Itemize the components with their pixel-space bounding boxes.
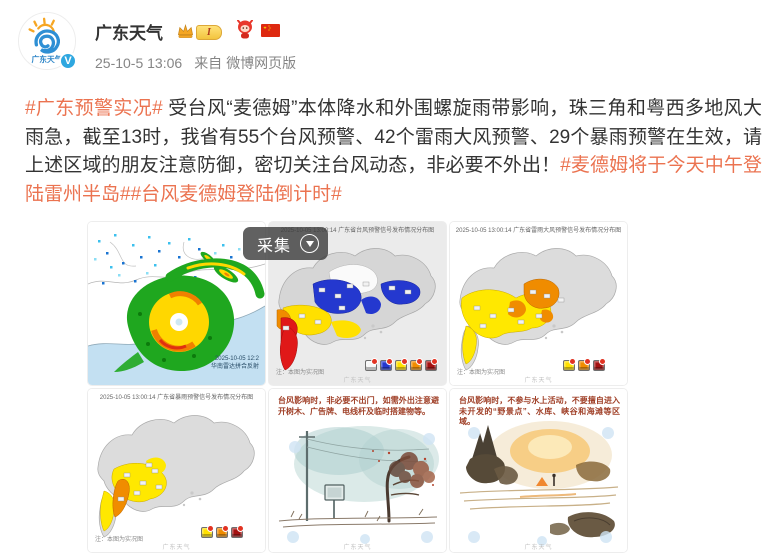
member-level-badge: I <box>196 25 222 40</box>
watermark: 广东天气 <box>524 378 553 384</box>
post-image-typhoon-warning-map[interactable]: 2025-10-05 13:00:14 广东省台风预警信号发布情况分布图 注：本… <box>268 221 447 386</box>
map-title: 2025-10-05 13:00:14 广东省暴雨预警信号发布情况分布图 <box>99 395 254 401</box>
water-tip-illustration <box>450 389 627 552</box>
post-image-rainstorm-warning-map[interactable]: 2025-10-05 13:00:14 广东省暴雨预警信号发布情况分布图 注：本… <box>87 388 266 553</box>
tip-text: 台风影响时，不参与水上活动，不要擅自进入未开发的“野景点”、水库、峡谷和海滩等区… <box>459 396 620 426</box>
wind-tip-illustration <box>269 389 446 552</box>
warning-signal-icon <box>578 358 591 371</box>
source-link[interactable]: 微博网页版 <box>226 55 297 71</box>
svg-text:广东天气: 广东天气 <box>32 54 63 64</box>
mascot-icon <box>237 20 253 39</box>
gale-warning-map-graphic <box>450 222 627 385</box>
watermark: 广东天气 <box>524 545 553 551</box>
post-meta: 25-10-5 13:06 来自 微博网页版 <box>95 53 296 73</box>
vip-crown-icon <box>177 24 194 38</box>
post-image-wind-safety-tip[interactable]: 台风影响时，非必要不出门，如需外出注意避开树木、广告牌、电线杆及临时搭建物等。 … <box>268 388 447 553</box>
typhoon-signal-legend <box>362 358 438 371</box>
warning-signal-icon <box>231 525 244 538</box>
post-image-water-safety-tip[interactable]: 台风影响时，不参与水上活动，不要擅自进入未开发的“野景点”、水库、峡谷和海滩等区… <box>449 388 628 553</box>
radar-graphic <box>88 222 265 385</box>
map-title: 2025-10-05 13:00:14 广东省台风预警信号发布情况分布图 <box>280 228 435 234</box>
hashtag-link[interactable]: #广东预警实况# <box>25 98 163 119</box>
collect-button-label: 采集 <box>257 237 292 255</box>
post-text: #广东预警实况# 受台风“麦德姆”本体降水和外围螺旋雨带影响，珠三角和粤西多地风… <box>25 95 762 209</box>
post-text-segment: 受台风“麦德姆”本体降水和外围螺旋雨带影响，珠三角和粤西多地风大雨急，截至13时… <box>25 98 762 176</box>
warning-signal-icon <box>365 358 378 371</box>
watermark: 广东天气 <box>343 545 372 551</box>
map-title: 2025-10-05 13:00:14 广东省雷雨大风预警信号发布情况分布图 <box>455 228 622 234</box>
warning-signal-icon <box>380 358 393 371</box>
warning-signal-icon <box>216 525 229 538</box>
map-note: 注：本图为实况图 <box>95 537 144 543</box>
hashtag-link[interactable]: #台风麦德姆登陆倒计时# <box>130 183 342 205</box>
rainstorm-warning-map-graphic <box>88 389 265 552</box>
tip-text: 台风影响时，非必要不出门，如需外出注意避开树木、广告牌、电线杆及临时搭建物等。 <box>278 396 439 416</box>
map-note: 注：本图为实况图 <box>457 370 506 376</box>
gale-signal-legend <box>560 358 606 371</box>
radar-caption: 2025-10-05 12:2 华南雷达拼合反射 <box>210 356 259 370</box>
post-image-grid: 2025-10-05 12:2 华南雷达拼合反射 <box>87 221 633 553</box>
warning-signal-icon <box>563 358 576 371</box>
map-note: 注：本图为实况图 <box>276 370 325 376</box>
warning-signal-icon <box>425 358 438 371</box>
collect-button[interactable]: 采集 <box>243 227 329 260</box>
username[interactable]: 广东天气 <box>95 24 163 43</box>
warning-signal-icon <box>593 358 606 371</box>
warning-signal-icon <box>395 358 408 371</box>
source-prefix: 来自 <box>194 55 223 71</box>
warning-signal-icon <box>201 525 214 538</box>
watermark: 广东天气 <box>343 378 372 384</box>
hashtag-link[interactable]: #麦德姆将于今天中午登陆雷州半岛# <box>25 155 762 205</box>
post-timestamp[interactable]: 25-10-5 13:06 <box>95 55 183 71</box>
verified-badge-icon: V <box>59 52 77 70</box>
warning-signal-icon <box>410 358 423 371</box>
china-flag-icon <box>261 24 280 37</box>
rainstorm-signal-legend <box>198 525 244 538</box>
chevron-down-icon[interactable] <box>300 234 320 253</box>
post-image-radar[interactable]: 2025-10-05 12:2 华南雷达拼合反射 <box>87 221 266 386</box>
typhoon-warning-map-graphic <box>269 222 446 385</box>
post-image-gale-warning-map[interactable]: 2025-10-05 13:00:14 广东省雷雨大风预警信号发布情况分布图 注… <box>449 221 628 386</box>
watermark: 广东天气 <box>162 545 191 551</box>
